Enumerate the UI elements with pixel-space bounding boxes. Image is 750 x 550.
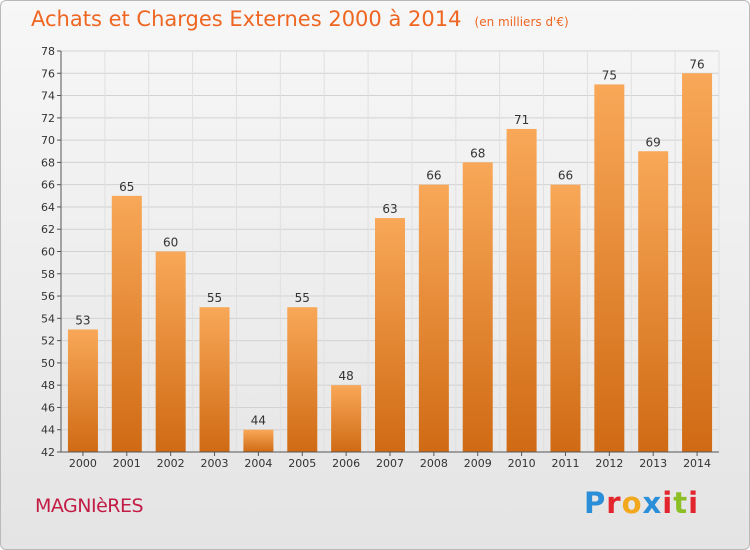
data-label: 60 xyxy=(163,236,178,250)
logo-letter: o xyxy=(621,486,643,520)
bar xyxy=(331,385,362,452)
bar xyxy=(682,73,713,453)
data-label: 71 xyxy=(514,113,529,127)
bar xyxy=(462,162,493,452)
bar xyxy=(111,195,142,453)
bar xyxy=(594,84,625,453)
logo-letter: P xyxy=(584,486,607,520)
data-label: 53 xyxy=(75,313,90,327)
bar xyxy=(67,329,98,452)
data-label: 48 xyxy=(338,369,353,383)
bar xyxy=(506,128,537,452)
logo-letter: i xyxy=(688,486,700,520)
y-tick-label: 58 xyxy=(41,268,55,281)
bar xyxy=(550,184,581,452)
y-tick-label: 60 xyxy=(41,246,55,259)
proxiti-logo[interactable]: Proxiti xyxy=(584,486,699,520)
y-tick-label: 46 xyxy=(41,401,55,414)
x-tick-label: 2000 xyxy=(69,457,97,470)
y-tick-label: 64 xyxy=(41,201,55,214)
x-tick-label: 2002 xyxy=(157,457,185,470)
y-tick-label: 70 xyxy=(41,134,55,147)
y-tick-label: 54 xyxy=(41,312,55,325)
logo-letter: t xyxy=(673,486,689,520)
y-tick-label: 74 xyxy=(41,90,55,103)
bar xyxy=(287,307,318,452)
data-label: 44 xyxy=(251,414,266,428)
y-tick-label: 50 xyxy=(41,357,55,370)
chart-title: Achats et Charges Externes 2000 à 2014 xyxy=(31,7,462,31)
y-tick-label: 52 xyxy=(41,335,55,348)
y-tick-label: 42 xyxy=(41,446,55,459)
data-label: 68 xyxy=(470,146,485,160)
x-tick-label: 2014 xyxy=(683,457,711,470)
x-tick-label: 2011 xyxy=(551,457,579,470)
x-tick-label: 2005 xyxy=(288,457,316,470)
bar xyxy=(638,151,669,452)
logo-letter: x xyxy=(642,486,663,520)
y-tick-label: 78 xyxy=(41,45,55,58)
bar xyxy=(418,184,449,452)
x-tick-label: 2008 xyxy=(420,457,448,470)
x-tick-label: 2012 xyxy=(595,457,623,470)
y-tick-label: 66 xyxy=(41,179,55,192)
data-label: 66 xyxy=(426,169,441,183)
data-label: 75 xyxy=(602,68,617,82)
data-label: 63 xyxy=(382,202,397,216)
y-tick-label: 76 xyxy=(41,67,55,80)
x-tick-label: 2010 xyxy=(508,457,536,470)
bar xyxy=(243,429,274,452)
bar xyxy=(199,307,230,452)
y-tick-label: 48 xyxy=(41,379,55,392)
data-label: 55 xyxy=(295,291,310,305)
y-tick-label: 44 xyxy=(41,424,55,437)
logo-letter: i xyxy=(662,486,674,520)
y-tick-label: 72 xyxy=(41,112,55,125)
chart-subtitle: (en milliers d'€) xyxy=(474,15,569,29)
x-tick-label: 2006 xyxy=(332,457,360,470)
x-tick-label: 2004 xyxy=(244,457,272,470)
commune-name: MAGNIèRES xyxy=(35,495,144,517)
chart-header: Achats et Charges Externes 2000 à 2014 (… xyxy=(31,7,569,31)
y-tick-label: 62 xyxy=(41,223,55,236)
x-tick-label: 2013 xyxy=(639,457,667,470)
x-tick-label: 2007 xyxy=(376,457,404,470)
data-label: 76 xyxy=(689,57,704,71)
bar xyxy=(155,251,186,452)
data-label: 55 xyxy=(207,291,222,305)
x-tick-label: 2003 xyxy=(201,457,229,470)
x-tick-label: 2009 xyxy=(464,457,492,470)
bar xyxy=(375,218,405,452)
logo-letter: r xyxy=(606,486,622,520)
data-label: 66 xyxy=(558,169,573,183)
y-tick-label: 56 xyxy=(41,290,55,303)
data-label: 69 xyxy=(646,135,661,149)
y-tick-label: 68 xyxy=(41,156,55,169)
data-label: 65 xyxy=(119,180,134,194)
x-tick-label: 2001 xyxy=(113,457,141,470)
